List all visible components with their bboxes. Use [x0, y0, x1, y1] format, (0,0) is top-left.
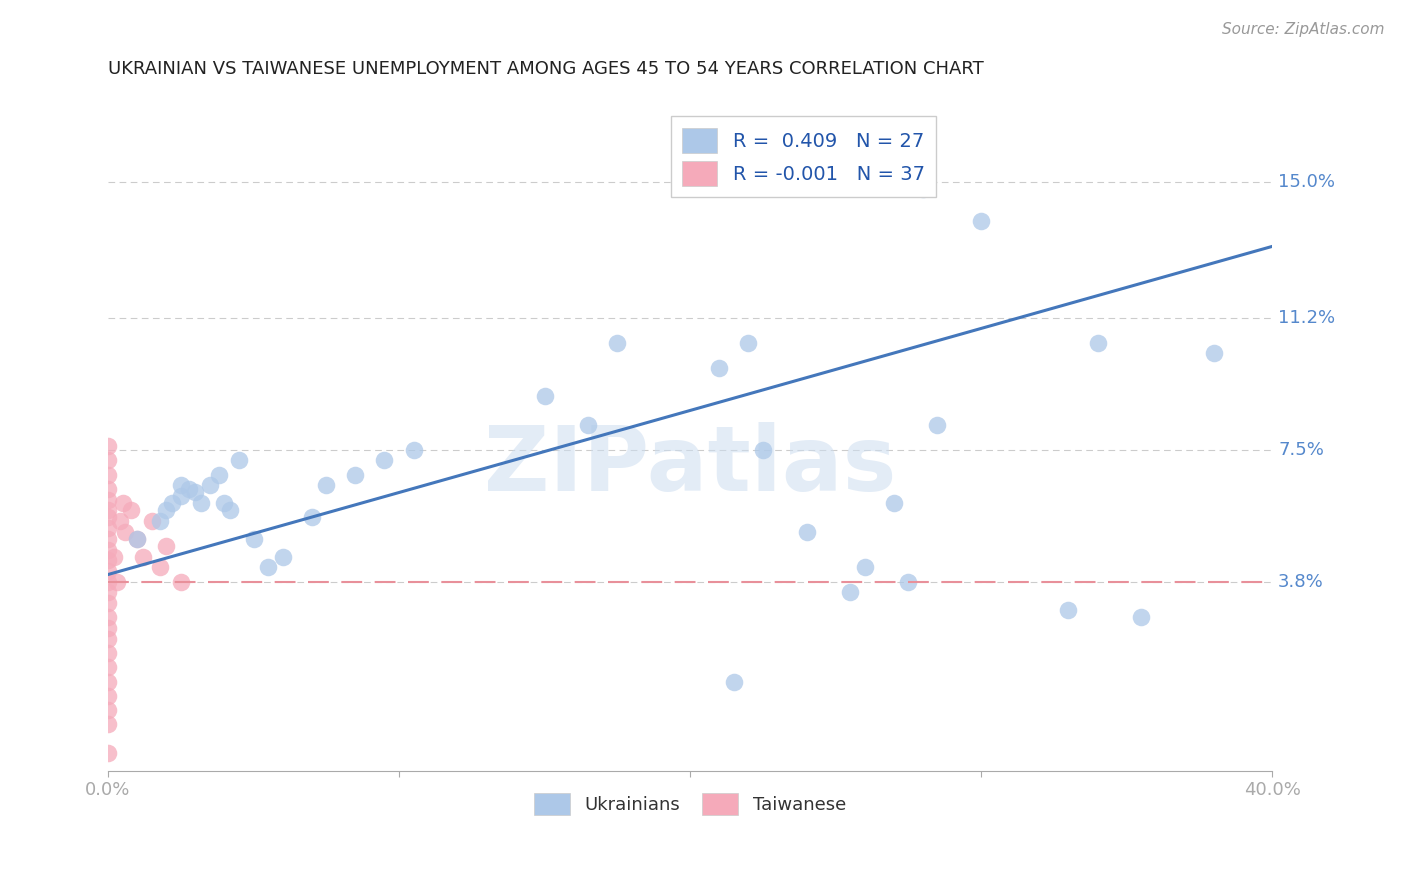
Point: [315, 478, 337, 492]
Point: [97, 717, 120, 731]
Point: [97, 510, 120, 524]
Point: [796, 524, 818, 539]
Text: 15.0%: 15.0%: [1278, 173, 1336, 191]
Text: 7.5%: 7.5%: [1278, 441, 1324, 458]
Point: [214, 496, 236, 510]
Point: [179, 482, 201, 496]
Point: [97, 596, 120, 610]
Point: [228, 453, 250, 467]
Point: [97, 585, 120, 599]
Point: [1087, 335, 1109, 350]
Point: [373, 453, 395, 467]
Point: [97, 646, 120, 660]
Point: [533, 389, 555, 403]
Point: [97, 521, 120, 535]
Point: [97, 674, 120, 689]
Point: [271, 549, 294, 564]
Point: [242, 532, 264, 546]
Point: [97, 746, 120, 760]
Point: [97, 482, 120, 496]
Point: [723, 674, 745, 689]
Point: [839, 585, 862, 599]
Point: [576, 417, 599, 432]
Point: [149, 560, 172, 574]
Point: [97, 689, 120, 703]
Point: [853, 560, 876, 574]
Point: [170, 489, 193, 503]
Point: [927, 417, 949, 432]
Point: [103, 549, 125, 564]
Point: [1130, 610, 1153, 624]
Point: [970, 214, 993, 228]
Text: UKRAINIAN VS TAIWANESE UNEMPLOYMENT AMONG AGES 45 TO 54 YEARS CORRELATION CHART: UKRAINIAN VS TAIWANESE UNEMPLOYMENT AMON…: [108, 60, 984, 78]
Point: [97, 621, 120, 635]
Point: [883, 496, 905, 510]
Point: [207, 467, 229, 482]
Point: [97, 542, 120, 557]
Text: 3.8%: 3.8%: [1278, 573, 1324, 591]
Point: [97, 553, 120, 567]
Text: Source: ZipAtlas.com: Source: ZipAtlas.com: [1222, 22, 1385, 37]
Point: [737, 335, 759, 350]
Point: [141, 514, 163, 528]
Point: [301, 510, 323, 524]
Point: [108, 514, 131, 528]
Point: [97, 503, 120, 517]
Point: [97, 564, 120, 578]
Point: [606, 335, 628, 350]
Legend: Ukrainians, Taiwanese: Ukrainians, Taiwanese: [527, 786, 853, 822]
Point: [97, 492, 120, 507]
Point: [127, 532, 149, 546]
Point: [402, 442, 425, 457]
Point: [97, 610, 120, 624]
Point: [897, 574, 920, 589]
Point: [97, 532, 120, 546]
Point: [97, 703, 120, 717]
Point: [97, 439, 120, 453]
Point: [132, 549, 155, 564]
Point: [752, 442, 775, 457]
Point: [149, 514, 172, 528]
Point: [97, 467, 120, 482]
Text: ZIPatlas: ZIPatlas: [484, 422, 896, 509]
Point: [911, 182, 934, 196]
Point: [127, 532, 149, 546]
Point: [97, 632, 120, 646]
Point: [257, 560, 280, 574]
Point: [160, 496, 183, 510]
Point: [170, 574, 193, 589]
Point: [1202, 346, 1225, 360]
Point: [155, 539, 177, 553]
Point: [170, 478, 193, 492]
Point: [1057, 603, 1080, 617]
Point: [105, 574, 128, 589]
Text: 11.2%: 11.2%: [1278, 309, 1336, 326]
Point: [190, 496, 212, 510]
Point: [709, 360, 731, 375]
Point: [97, 453, 120, 467]
Point: [184, 485, 207, 500]
Point: [114, 524, 136, 539]
Point: [97, 574, 120, 589]
Point: [120, 503, 142, 517]
Point: [97, 660, 120, 674]
Point: [219, 503, 242, 517]
Point: [344, 467, 367, 482]
Point: [198, 478, 221, 492]
Point: [111, 496, 134, 510]
Point: [155, 503, 177, 517]
